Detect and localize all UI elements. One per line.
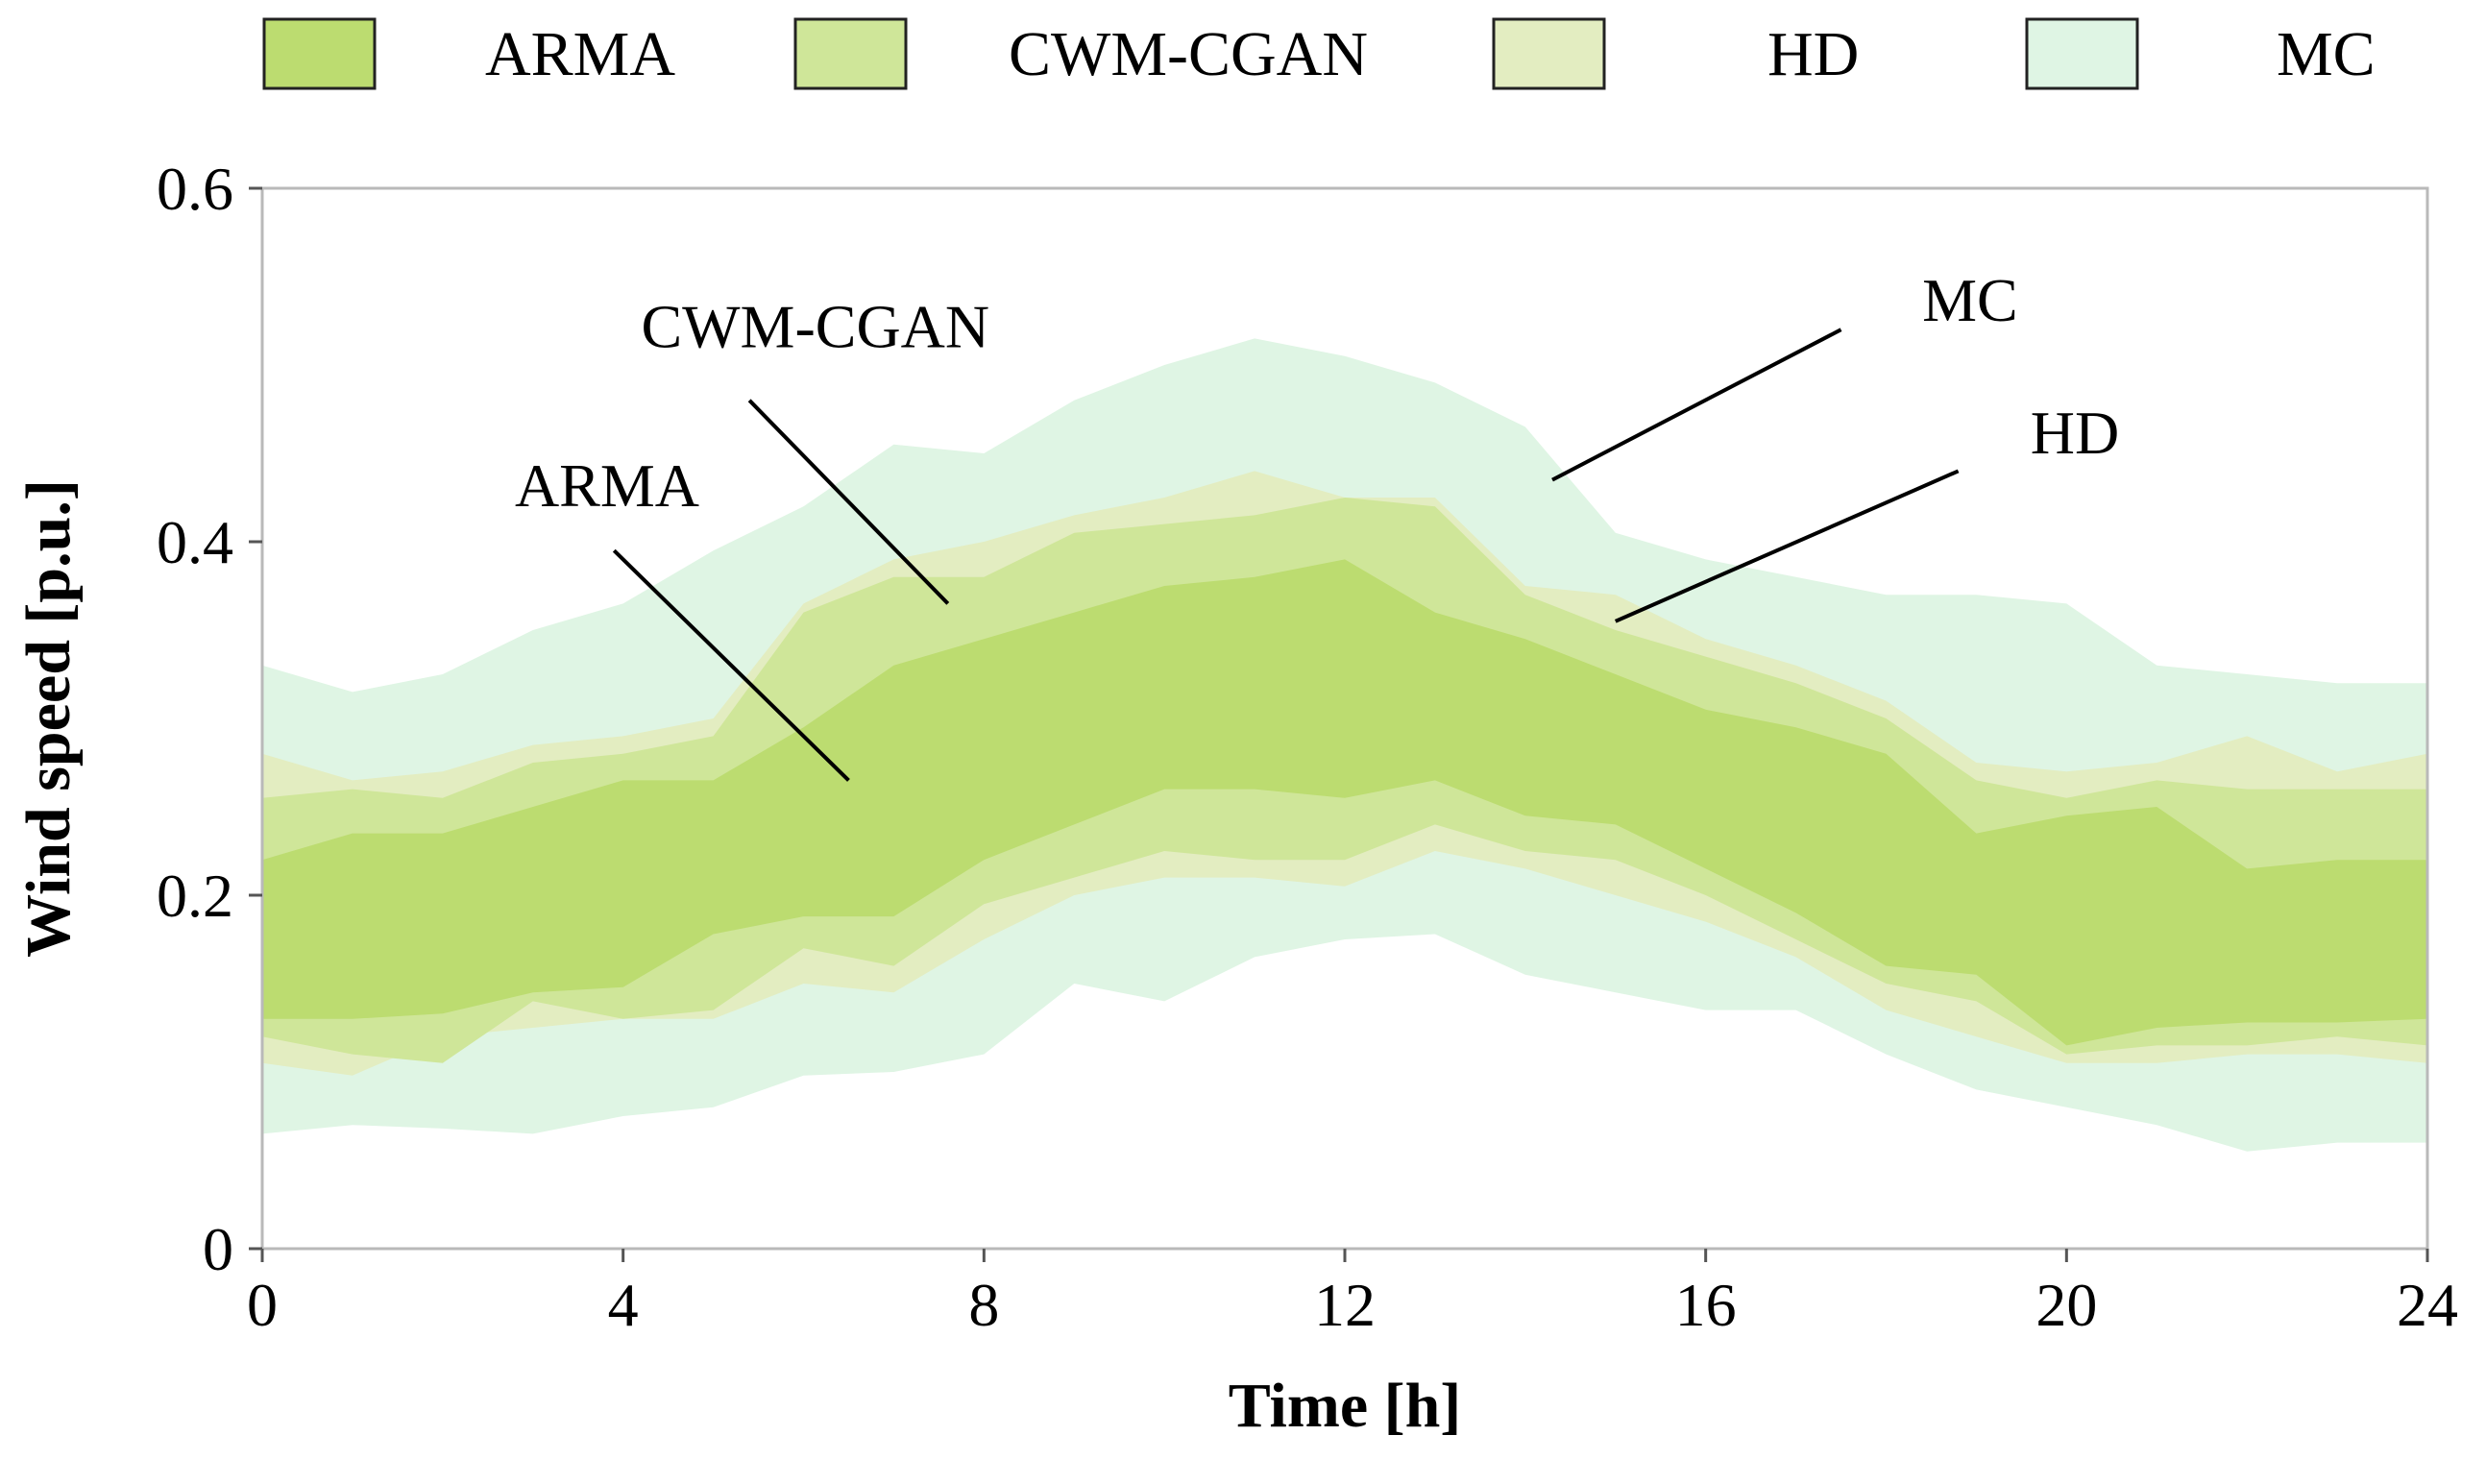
annotation-leader-hd xyxy=(1614,469,1960,623)
x-tick-label: 20 xyxy=(2035,1271,2097,1339)
area-bands xyxy=(262,338,2427,1152)
y-tick-label: 0.4 xyxy=(157,508,233,576)
x-tick-label: 24 xyxy=(2397,1271,2458,1339)
legend-swatch-hd xyxy=(1492,17,1606,90)
band-arma xyxy=(262,559,2427,1046)
x-axis-ticks: 0 4 8 12 16 20 24 xyxy=(247,1249,2458,1339)
legend-swatch-cwm-cgan xyxy=(793,17,908,90)
x-tick-label: 0 xyxy=(247,1271,278,1339)
annotation-label-cwm-cgan: CWM-CGAN xyxy=(641,293,989,361)
y-axis-title: Wind speed [p.u.] xyxy=(13,479,84,958)
x-axis-title: Time [h] xyxy=(1229,1371,1462,1441)
legend-label-arma: ARMA xyxy=(485,19,675,89)
x-tick-label: 12 xyxy=(1314,1271,1376,1339)
annotation-label-hd: HD xyxy=(2031,399,2119,467)
x-tick-label: 8 xyxy=(968,1271,999,1339)
annotation-label-arma: ARMA xyxy=(515,451,699,520)
annotation-leader-cwm-cgan xyxy=(747,399,950,605)
annotation-label-mc: MC xyxy=(1922,266,2018,334)
y-axis-ticks: 0 0.2 0.4 0.6 xyxy=(157,155,262,1283)
annotation-leader-mc xyxy=(1551,328,1842,482)
y-tick-label: 0.2 xyxy=(157,862,233,930)
legend-swatch-mc xyxy=(2025,17,2139,90)
x-tick-label: 16 xyxy=(1675,1271,1737,1339)
x-tick-label: 4 xyxy=(608,1271,639,1339)
legend-label-hd: HD xyxy=(1767,19,1859,89)
legend: ARMA CWM-CGAN HD MC xyxy=(262,17,2376,90)
legend-swatch-arma xyxy=(262,17,377,90)
y-tick-label: 0.6 xyxy=(157,155,233,223)
legend-label-mc: MC xyxy=(2277,19,2376,89)
annotation-leader-arma xyxy=(612,548,850,782)
y-tick-label: 0 xyxy=(203,1215,233,1283)
legend-label-cwm-cgan: CWM-CGAN xyxy=(1009,19,1368,89)
